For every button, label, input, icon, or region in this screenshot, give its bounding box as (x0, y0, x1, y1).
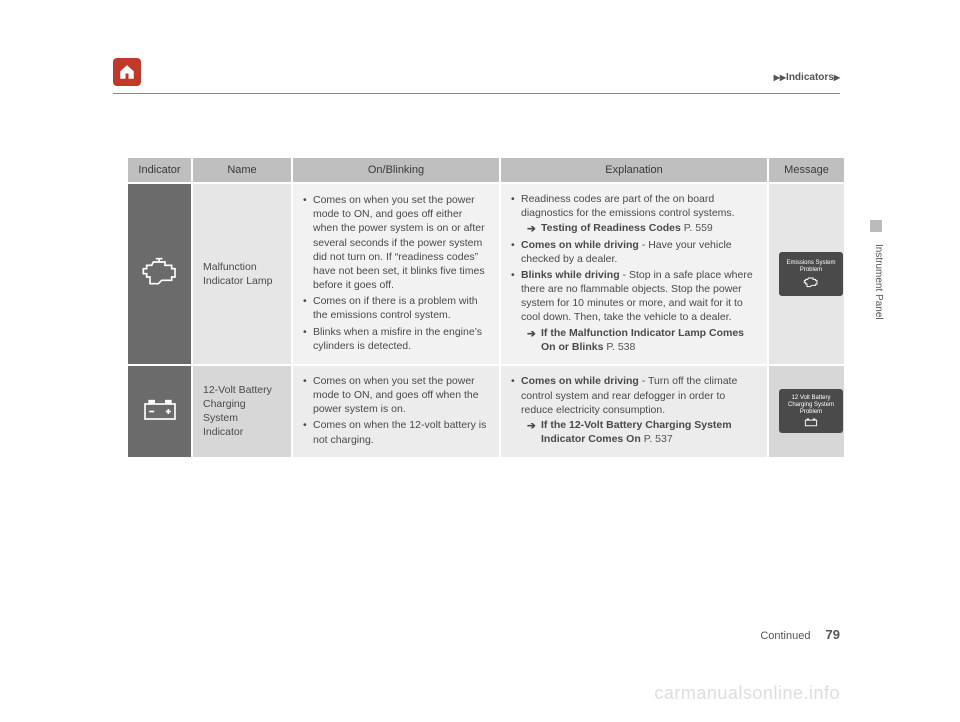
msg-line: Problem (800, 267, 822, 273)
col-on-blinking: On/Blinking (292, 158, 500, 183)
msg-line: Problem (800, 409, 822, 415)
chevron-right-icon: ▶ (834, 73, 840, 82)
reference-link[interactable]: ➔ If the Malfunction Indicator Lamp Come… (521, 326, 757, 354)
exp-bold: Comes on while driving (521, 239, 639, 251)
section-tab (870, 220, 882, 232)
reference-arrow-icon: ➔ (527, 327, 536, 341)
exp-item: Blinks while driving - Stop in a safe pl… (511, 268, 757, 354)
table-row: Malfunction Indicator Lamp Comes on when… (128, 183, 844, 365)
continued-label: Continued (760, 630, 810, 642)
reference-label: If the 12-Volt Battery Charging System I… (541, 419, 732, 445)
section-side-label: Instrument Panel (873, 244, 884, 320)
page-footer: Continued 79 (760, 627, 840, 642)
reference-page: P. 537 (644, 433, 673, 445)
exp-bold: Comes on while driving (521, 375, 639, 387)
msg-line: 12 Volt Battery (791, 395, 830, 401)
home-button[interactable] (113, 58, 141, 86)
reference-link[interactable]: ➔ Testing of Readiness Codes P. 559 (521, 221, 757, 235)
exp-item: Comes on while driving - Turn off the cl… (511, 374, 757, 446)
col-explanation: Explanation (500, 158, 768, 183)
reference-label: Testing of Readiness Codes (541, 222, 681, 234)
battery-icon (140, 395, 180, 423)
indicator-name: 12-Volt Battery Charging System Indicato… (192, 365, 292, 457)
breadcrumb: ▶▶Indicators▶ (774, 72, 840, 83)
reference-page: P. 538 (606, 341, 635, 353)
indicator-icon-cell (128, 183, 192, 365)
reference-label: If the Malfunction Indicator Lamp Comes … (541, 327, 744, 353)
msg-line: Charging System (788, 402, 834, 408)
exp-item: Comes on while driving - Have your vehic… (511, 238, 757, 266)
reference-page: P. 559 (684, 222, 713, 234)
indicator-icon-cell (128, 365, 192, 457)
on-blinking-cell: Comes on when you set the power mode to … (292, 365, 500, 457)
msg-line: Emissions System (786, 260, 835, 266)
on-item: Comes on when you set the power mode to … (303, 374, 489, 417)
indicator-name: Malfunction Indicator Lamp (192, 183, 292, 365)
reference-arrow-icon: ➔ (527, 419, 536, 433)
watermark: carmanualsonline.info (654, 683, 840, 704)
table-header-row: Indicator Name On/Blinking Explanation M… (128, 158, 844, 183)
table-row: 12-Volt Battery Charging System Indicato… (128, 365, 844, 457)
message-display: Emissions System Problem (779, 252, 843, 296)
reference-link[interactable]: ➔ If the 12-Volt Battery Charging System… (521, 418, 757, 446)
on-item: Comes on when the 12-volt battery is not… (303, 418, 489, 446)
reference-arrow-icon: ➔ (527, 222, 536, 236)
explanation-cell: Comes on while driving - Turn off the cl… (500, 365, 768, 457)
exp-bold: Blinks while driving (521, 269, 620, 281)
breadcrumb-section: Indicators (786, 72, 834, 83)
col-indicator: Indicator (128, 158, 192, 183)
explanation-cell: Readiness codes are part of the on board… (500, 183, 768, 365)
battery-icon (803, 417, 819, 427)
check-engine-icon (802, 276, 820, 288)
message-cell: 12 Volt Battery Charging System Problem (768, 365, 844, 457)
page-number: 79 (826, 627, 840, 642)
message-display: 12 Volt Battery Charging System Problem (779, 389, 843, 433)
header-rule (113, 93, 840, 94)
on-item: Comes on when you set the power mode to … (303, 193, 489, 292)
check-engine-icon (140, 257, 180, 287)
exp-item: Readiness codes are part of the on board… (511, 192, 757, 236)
message-cell: Emissions System Problem (768, 183, 844, 365)
on-item: Blinks when a misfire in the engine’s cy… (303, 325, 489, 353)
on-blinking-cell: Comes on when you set the power mode to … (292, 183, 500, 365)
col-message: Message (768, 158, 844, 183)
exp-text: Readiness codes are part of the on board… (521, 193, 735, 219)
on-item: Comes on if there is a problem with the … (303, 294, 489, 322)
col-name: Name (192, 158, 292, 183)
home-icon (118, 63, 136, 81)
indicators-table: Indicator Name On/Blinking Explanation M… (128, 158, 844, 457)
